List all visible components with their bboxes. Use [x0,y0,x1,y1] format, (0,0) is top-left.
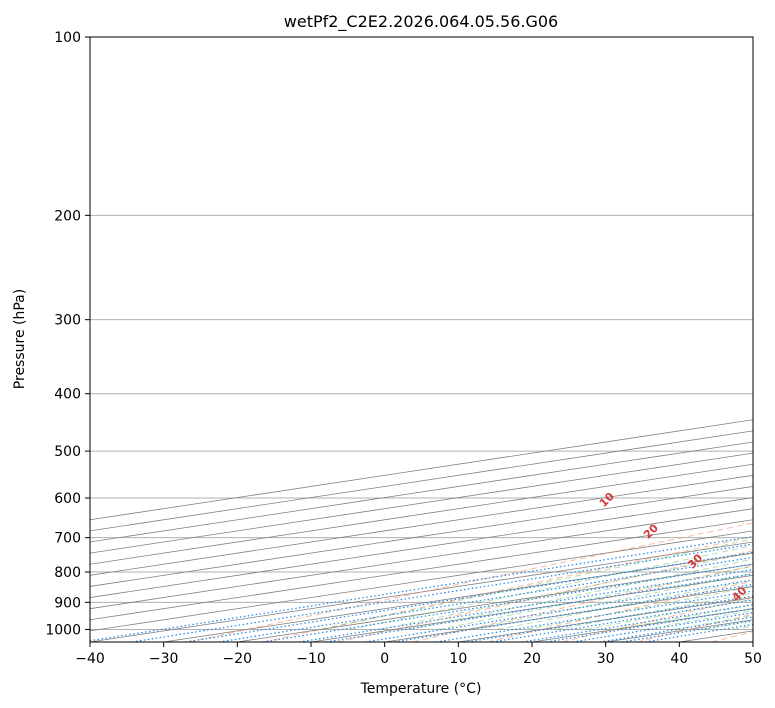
mixing-ratio-line [185,551,753,642]
x-tick-label: −30 [149,651,179,667]
y-tick-label: 600 [54,491,81,507]
isotherm-gridlines [90,419,753,642]
x-tick-label: 40 [670,651,688,667]
moist-adiabat-line [379,551,753,630]
isotherm-line [90,519,753,621]
y-axis-title: Pressure (hPa) [12,289,28,389]
x-tick-label: 50 [744,651,762,667]
x-tick-label: −20 [223,651,253,667]
isotherm-line [90,463,753,565]
y-tick-label: 800 [54,565,81,581]
y-tick-label: 1000 [45,622,81,638]
mixing-ratio-line [365,579,753,642]
x-tick-label: 30 [597,651,615,667]
y-tick-label: 100 [54,30,81,46]
isotherm-line [90,508,753,610]
isotherm-line [90,486,753,587]
x-tick-label: −40 [75,651,105,667]
isotherm-line [90,497,753,598]
moist-adiabats [320,538,753,630]
isotherm-line [90,474,753,576]
y-tick-label: 300 [54,313,81,329]
x-tick-label: 0 [380,651,389,667]
plot-frame [89,36,754,643]
moist-adiabat-line [526,586,753,630]
y-tick-label: 200 [54,208,81,224]
isobar-gridlines [90,37,753,630]
chart-title: wetPf2_C2E2.2026.064.05.56.G06 [284,12,558,32]
moist-adiabat-line [349,545,753,630]
x-axis-title: Temperature (°C) [360,681,482,697]
y-axis-ticks: 100 200 300 400 500 600 700 800 900 1000 [45,30,90,638]
isotherm-line [90,530,753,632]
mixing-ratio-lines [90,535,753,642]
x-tick-label: −10 [296,651,326,667]
moist-adiabat-line [467,572,753,630]
x-tick-label: 20 [523,651,541,667]
x-axis-ticks: −40 −30 −20 −10 0 10 20 30 40 50 [75,642,762,667]
mixing-ratio-line [326,573,753,642]
y-tick-label: 500 [54,444,81,460]
mixing-ratio-line [394,583,753,642]
y-tick-label: 900 [54,595,81,611]
isotherm-line [90,441,753,543]
y-tick-label: 400 [54,387,81,403]
plot-area: -100-90-80-70-60-50-40-30-20-100.10.20.4… [90,37,753,642]
moist-adiabat-line [438,565,753,630]
x-tick-label: 10 [449,651,467,667]
moist-adiabat-line [320,538,753,630]
y-tick-label: 700 [54,531,81,547]
isotherm-line [90,452,753,554]
mixing-ratio-line [299,569,753,642]
